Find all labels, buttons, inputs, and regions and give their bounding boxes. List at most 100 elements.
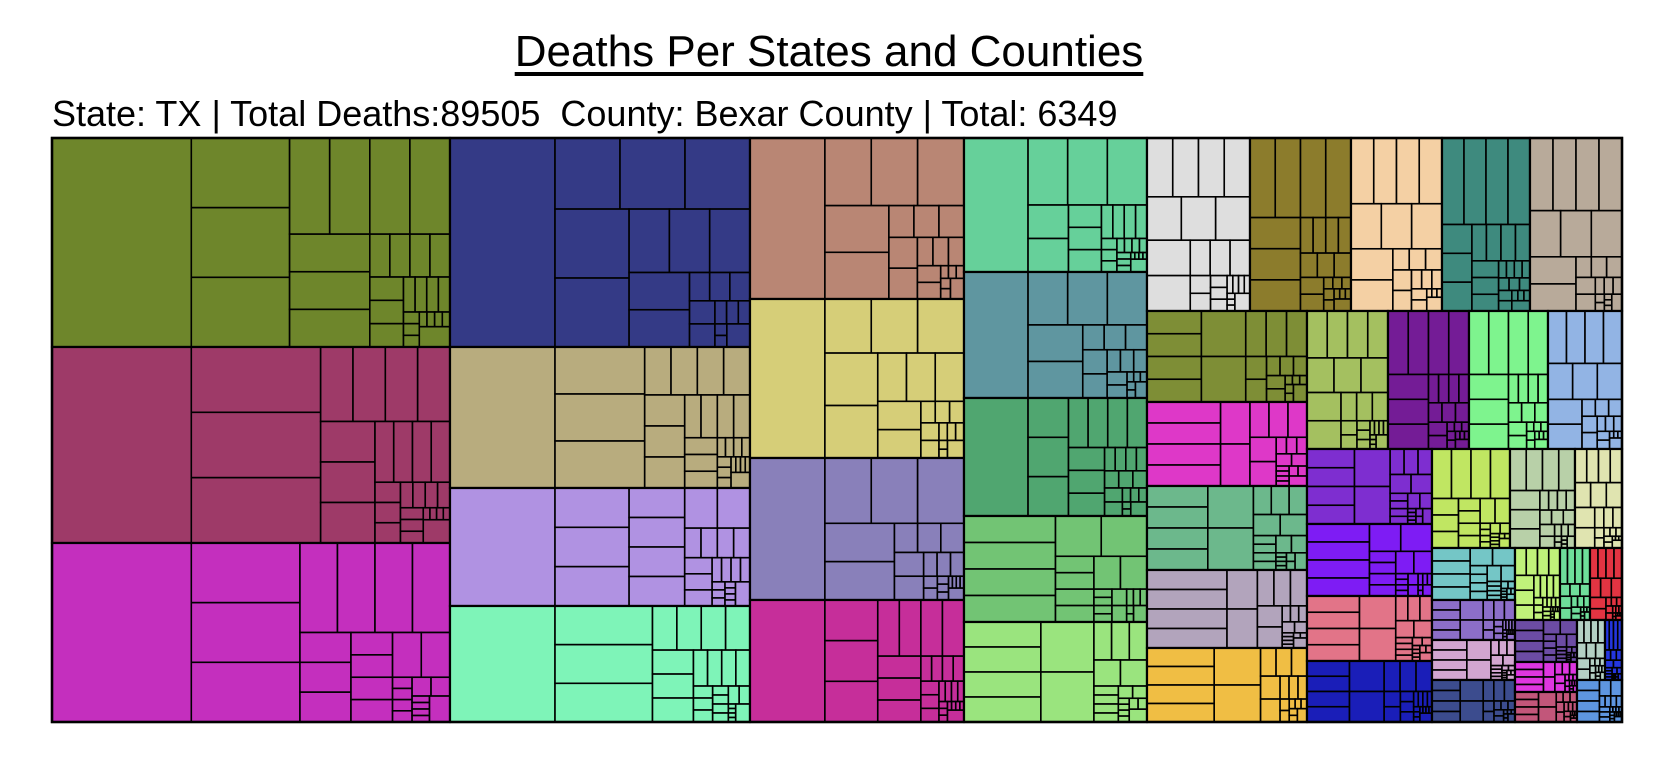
state-block[interactable]: [448, 345, 752, 490]
county-cell[interactable]: [708, 208, 751, 274]
county-cell[interactable]: [1106, 397, 1129, 449]
county-cell[interactable]: [190, 276, 291, 348]
county-cell[interactable]: [1468, 373, 1510, 401]
county-cell[interactable]: [1103, 487, 1124, 503]
county-cell[interactable]: [683, 436, 719, 456]
county-cell[interactable]: [1093, 604, 1113, 615]
county-cell[interactable]: [1574, 547, 1584, 585]
county-cell[interactable]: [628, 516, 686, 548]
county-cell[interactable]: [1306, 577, 1371, 597]
county-cell[interactable]: [916, 281, 942, 300]
county-cell[interactable]: [692, 685, 714, 699]
county-cell[interactable]: [1431, 619, 1462, 631]
county-cell[interactable]: [554, 440, 646, 489]
county-cell[interactable]: [1413, 619, 1433, 639]
county-cell[interactable]: [1324, 137, 1352, 219]
county-cell[interactable]: [1603, 535, 1614, 543]
county-cell[interactable]: [1380, 202, 1413, 250]
county-cell[interactable]: [730, 471, 751, 489]
county-cell[interactable]: [1609, 526, 1617, 538]
state-block[interactable]: [1145, 309, 1309, 404]
county-cell[interactable]: [428, 695, 451, 723]
county-cell[interactable]: [1146, 422, 1222, 445]
county-cell[interactable]: [1356, 419, 1371, 431]
county-cell[interactable]: [949, 277, 965, 300]
state-block[interactable]: [962, 270, 1149, 400]
county-cell[interactable]: [1389, 507, 1409, 518]
county-cell[interactable]: [1419, 651, 1433, 662]
county-cell[interactable]: [1457, 534, 1481, 549]
county-cell[interactable]: [714, 300, 728, 325]
county-cell[interactable]: [1117, 470, 1134, 489]
county-cell[interactable]: [1498, 639, 1508, 656]
county-cell[interactable]: [51, 346, 193, 544]
county-cell[interactable]: [1355, 391, 1374, 422]
county-cell[interactable]: [1529, 256, 1577, 285]
county-cell[interactable]: [1583, 619, 1592, 644]
county-cell[interactable]: [1273, 569, 1292, 607]
county-cell[interactable]: [711, 597, 726, 607]
county-cell[interactable]: [1306, 595, 1361, 614]
county-cell[interactable]: [1603, 276, 1614, 296]
county-cell[interactable]: [1054, 555, 1095, 574]
county-cell[interactable]: [1353, 485, 1391, 525]
county-cell[interactable]: [1593, 526, 1605, 539]
county-cell[interactable]: [1419, 492, 1433, 510]
county-cell[interactable]: [916, 298, 965, 354]
county-cell[interactable]: [1067, 446, 1106, 472]
county-cell[interactable]: [1244, 355, 1268, 381]
county-cell[interactable]: [1576, 657, 1591, 671]
county-cell[interactable]: [1209, 298, 1228, 312]
county-cell[interactable]: [554, 208, 630, 279]
county-cell[interactable]: [1589, 577, 1602, 599]
county-cell[interactable]: [1252, 560, 1277, 571]
county-cell[interactable]: [1533, 438, 1549, 450]
county-cell[interactable]: [1322, 276, 1334, 290]
county-cell[interactable]: [1550, 509, 1565, 526]
county-cell[interactable]: [700, 605, 727, 651]
county-cell[interactable]: [824, 251, 890, 300]
county-cell[interactable]: [1093, 694, 1120, 705]
county-cell[interactable]: [1505, 260, 1516, 279]
county-cell[interactable]: [963, 568, 1057, 597]
county-cell[interactable]: [1576, 668, 1591, 681]
county-cell[interactable]: [1279, 355, 1295, 377]
county-cell[interactable]: [1413, 550, 1433, 575]
county-cell[interactable]: [1533, 574, 1542, 599]
county-cell[interactable]: [1394, 550, 1415, 575]
county-cell[interactable]: [190, 346, 322, 414]
county-cell[interactable]: [1594, 276, 1606, 296]
county-cell[interactable]: [870, 298, 919, 354]
county-cell[interactable]: [1407, 572, 1419, 586]
state-block[interactable]: [1305, 594, 1434, 663]
county-cell[interactable]: [1348, 690, 1385, 723]
county-cell[interactable]: [1431, 599, 1462, 611]
county-cell[interactable]: [1422, 584, 1433, 597]
county-cell[interactable]: [1514, 650, 1545, 663]
county-cell[interactable]: [870, 137, 919, 207]
county-cell[interactable]: [1229, 239, 1251, 277]
county-cell[interactable]: [350, 654, 394, 679]
county-cell[interactable]: [938, 680, 947, 703]
county-cell[interactable]: [1132, 604, 1148, 623]
county-cell[interactable]: [1590, 256, 1608, 279]
county-cell[interactable]: [1609, 695, 1618, 708]
county-cell[interactable]: [1341, 276, 1352, 290]
county-cell[interactable]: [1295, 436, 1308, 455]
county-cell[interactable]: [384, 346, 419, 423]
county-cell[interactable]: [1485, 223, 1502, 262]
county-cell[interactable]: [1244, 378, 1268, 403]
county-cell[interactable]: [1146, 239, 1192, 277]
county-cell[interactable]: [350, 631, 394, 656]
county-cell[interactable]: [1553, 535, 1563, 543]
county-cell[interactable]: [1437, 373, 1450, 404]
county-cell[interactable]: [1093, 588, 1113, 599]
county-cell[interactable]: [824, 599, 879, 642]
county-cell[interactable]: [1132, 470, 1148, 489]
state-block[interactable]: [1440, 136, 1532, 313]
county-cell[interactable]: [1490, 654, 1504, 667]
county-cell[interactable]: [409, 137, 451, 235]
county-cell[interactable]: [1471, 260, 1500, 279]
county-cell[interactable]: [628, 271, 691, 311]
county-cell[interactable]: [1471, 293, 1500, 312]
